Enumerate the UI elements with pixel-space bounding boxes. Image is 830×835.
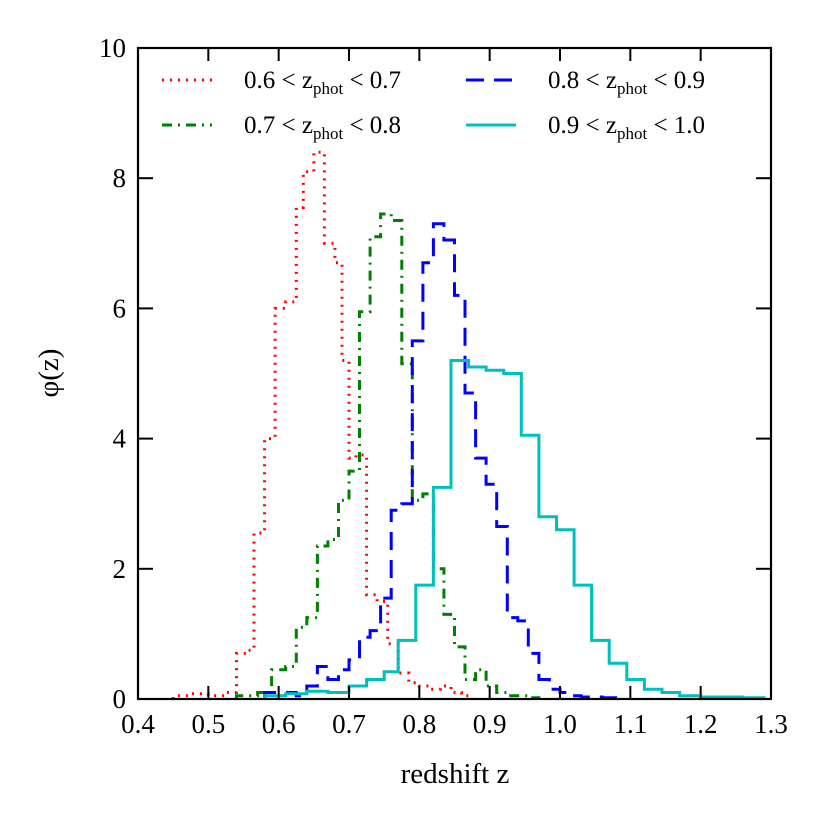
- legend-label-4: 0.9 < zphot < 1.0: [548, 112, 705, 143]
- x-tick-label: 1.0: [543, 709, 577, 739]
- series-layer: [171, 150, 766, 699]
- ticks-layer: 0.4 0.5 0.6 0.7 0.8 0.9 1.0 1.1 1.2 1.3 0 2 4 6 8 10: [99, 33, 788, 739]
- x-tick-label: 0.8: [402, 709, 436, 739]
- x-tick-label: 0.5: [191, 709, 225, 739]
- y-tick-label: 8: [113, 163, 127, 193]
- plot-frame: [136, 46, 773, 701]
- legend: 0.6 < zphot < 0.7 0.8 < zphot < 0.9 0.7 < …: [162, 67, 705, 143]
- y-tick-label: 2: [113, 554, 127, 584]
- legend-label-2: 0.7 < zphot < 0.8: [244, 112, 401, 143]
- y-tick-label: 10: [99, 33, 126, 63]
- x-tick-label: 0.4: [121, 709, 155, 739]
- x-tick-label: 0.7: [332, 709, 366, 739]
- series-line-1: [171, 150, 474, 699]
- x-tick-label: 1.3: [754, 709, 788, 739]
- x-tick-label: 1.2: [684, 709, 718, 739]
- x-tick-label: 0.9: [473, 709, 507, 739]
- y-tick-label: 0: [113, 684, 127, 714]
- series-line-2: [235, 212, 541, 699]
- y-axis-label: φ(z): [33, 349, 65, 398]
- y-tick-label: 4: [113, 424, 127, 454]
- legend-label-3: 0.8 < zphot < 0.9: [548, 67, 705, 98]
- x-tick-label: 1.1: [613, 709, 647, 739]
- x-tick-label: 0.6: [262, 709, 296, 739]
- y-tick-label: 6: [113, 293, 127, 323]
- x-axis-label: redshift z: [401, 758, 510, 790]
- series-line-3: [263, 222, 625, 699]
- legend-label-1: 0.6 < zphot < 0.7: [244, 67, 401, 98]
